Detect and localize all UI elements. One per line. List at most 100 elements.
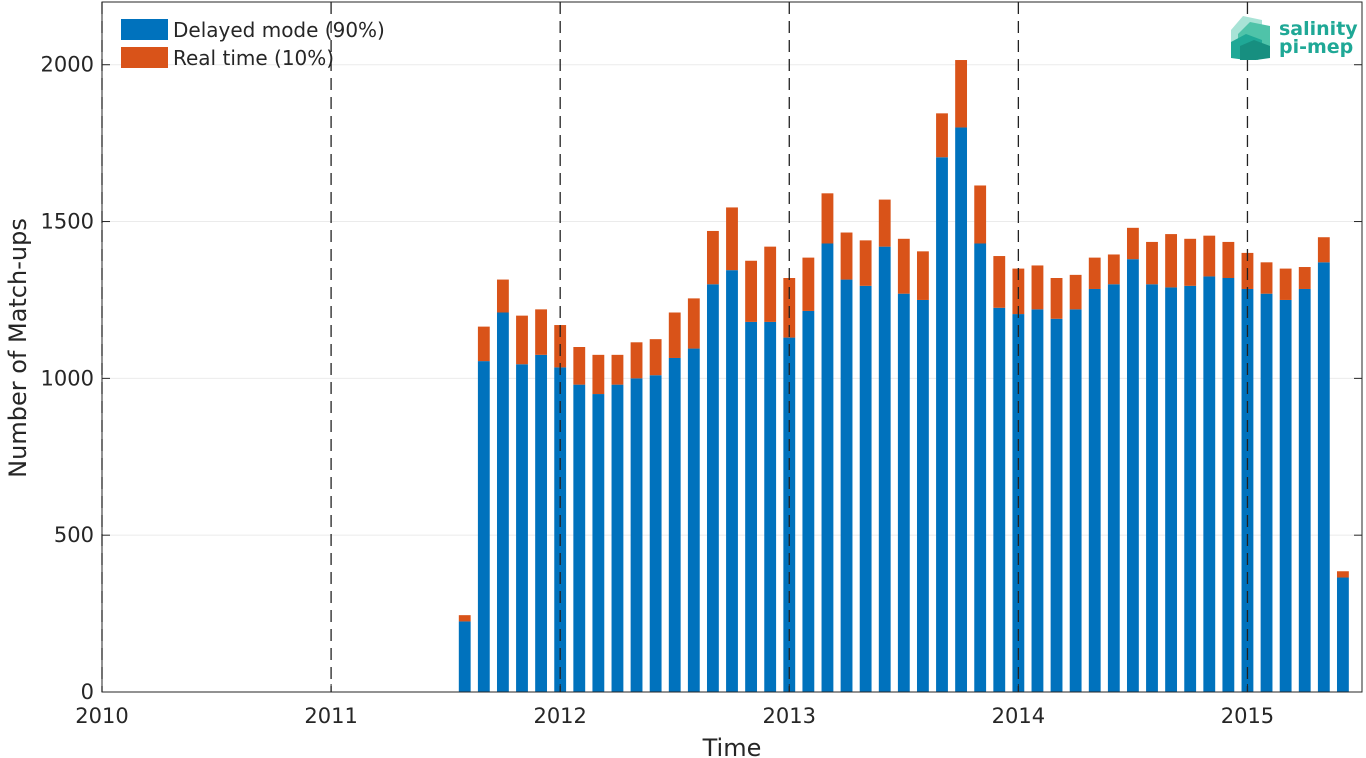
bar-delayed-mode <box>687 348 700 692</box>
x-axis: 2010 2011 2012 2013 2014 2015 <box>75 684 1274 728</box>
bar-delayed-mode <box>458 621 471 692</box>
bar-delayed-mode <box>535 354 548 692</box>
bar-real-time <box>726 207 738 271</box>
bar-real-time <box>573 347 586 385</box>
bars <box>458 60 1349 693</box>
bar-delayed-mode <box>821 243 834 692</box>
bar-real-time <box>993 256 1006 308</box>
bar-real-time <box>496 279 509 313</box>
bar-real-time <box>1069 274 1082 310</box>
x-axis-title: Time <box>702 734 762 758</box>
x-tick-label: 2015 <box>1221 704 1274 728</box>
bar-real-time <box>649 339 662 376</box>
bar-real-time <box>1031 265 1044 310</box>
bar-delayed-mode <box>1317 262 1330 692</box>
bar-delayed-mode <box>1165 287 1178 692</box>
bar-delayed-mode <box>955 127 968 693</box>
bar-real-time <box>592 354 605 395</box>
bar-delayed-mode <box>1260 293 1273 692</box>
bar-delayed-mode <box>706 284 719 692</box>
bar-delayed-mode <box>668 357 681 692</box>
legend: Delayed mode (90%) Real time (10%) <box>121 18 385 70</box>
bar-delayed-mode <box>1107 284 1120 692</box>
y-axis: 0 500 1000 1500 2000 <box>41 53 1362 704</box>
bar-delayed-mode <box>611 384 624 692</box>
legend-swatch-delayed <box>121 19 168 40</box>
y-tick-label: 2000 <box>41 53 94 77</box>
bar-delayed-mode <box>477 361 490 692</box>
y-tick-label: 1000 <box>41 366 94 390</box>
bar-real-time <box>1146 241 1158 285</box>
bar-real-time <box>477 326 490 362</box>
bar-delayed-mode <box>1146 284 1158 692</box>
bar-delayed-mode <box>1241 288 1254 692</box>
bar-delayed-mode <box>859 285 872 692</box>
bar-real-time <box>1165 234 1178 288</box>
bar-delayed-mode <box>1184 285 1197 692</box>
x-tick-label: 2011 <box>304 704 357 728</box>
bar-delayed-mode <box>649 375 662 692</box>
bar-real-time <box>764 246 777 322</box>
x-tick-label: 2014 <box>992 704 1045 728</box>
bar-delayed-mode <box>1031 309 1044 692</box>
bar-delayed-mode <box>897 293 910 692</box>
bar-real-time <box>1222 241 1235 278</box>
bar-real-time <box>1279 268 1292 300</box>
bar-delayed-mode <box>496 312 509 692</box>
bar-real-time <box>668 312 681 358</box>
bar-real-time <box>840 232 853 280</box>
y-axis-title: Number of Match-ups <box>4 218 32 478</box>
bar-delayed-mode <box>1088 288 1101 692</box>
bar-delayed-mode <box>745 321 758 692</box>
bar-delayed-mode <box>840 279 853 692</box>
bar-delayed-mode <box>936 157 948 692</box>
bar-delayed-mode <box>554 367 567 692</box>
bar-delayed-mode <box>974 243 987 692</box>
bar-real-time <box>1317 237 1330 263</box>
logo-text-line2: pi-mep <box>1279 36 1353 58</box>
bar-real-time <box>878 199 891 247</box>
bar-real-time <box>516 315 528 365</box>
bar-delayed-mode <box>916 299 929 692</box>
bar-delayed-mode <box>1203 276 1216 692</box>
bar-delayed-mode <box>630 378 643 692</box>
bar-real-time <box>458 615 471 622</box>
bar-real-time <box>897 238 910 294</box>
bar-delayed-mode <box>1279 299 1292 692</box>
bar-real-time <box>1336 571 1349 578</box>
bar-delayed-mode <box>1069 309 1082 692</box>
y-tick-label: 1500 <box>41 210 94 234</box>
bar-real-time <box>936 113 948 158</box>
bar-real-time <box>974 185 987 244</box>
bar-real-time <box>706 230 719 285</box>
y-tick-label: 0 <box>81 680 94 704</box>
bar-real-time <box>630 342 643 379</box>
bar-real-time <box>745 260 758 322</box>
bar-real-time <box>916 251 929 300</box>
bar-delayed-mode <box>802 310 815 692</box>
bar-delayed-mode <box>1126 259 1139 692</box>
bar-real-time <box>687 298 700 349</box>
bar-real-time <box>1260 262 1273 294</box>
bar-real-time <box>1298 267 1311 289</box>
bar-real-time <box>611 354 624 385</box>
bar-real-time <box>1107 254 1120 285</box>
bar-real-time <box>1184 238 1197 286</box>
bar-real-time <box>802 257 815 311</box>
bar-delayed-mode <box>878 246 891 693</box>
bar-delayed-mode <box>1222 278 1235 692</box>
legend-label-realtime: Real time (10%) <box>173 46 334 70</box>
bar-real-time <box>1126 227 1139 260</box>
bar-delayed-mode <box>1298 288 1311 692</box>
bar-real-time <box>859 240 872 286</box>
bar-real-time <box>1050 278 1063 319</box>
bar-real-time <box>821 193 834 244</box>
bar-delayed-mode <box>783 337 796 692</box>
legend-label-delayed: Delayed mode (90%) <box>173 18 385 42</box>
bar-delayed-mode <box>1336 577 1349 692</box>
bar-real-time <box>1088 257 1101 289</box>
bar-delayed-mode <box>1050 318 1063 692</box>
bar-delayed-mode <box>516 364 528 692</box>
y-tick-label: 500 <box>54 523 94 547</box>
